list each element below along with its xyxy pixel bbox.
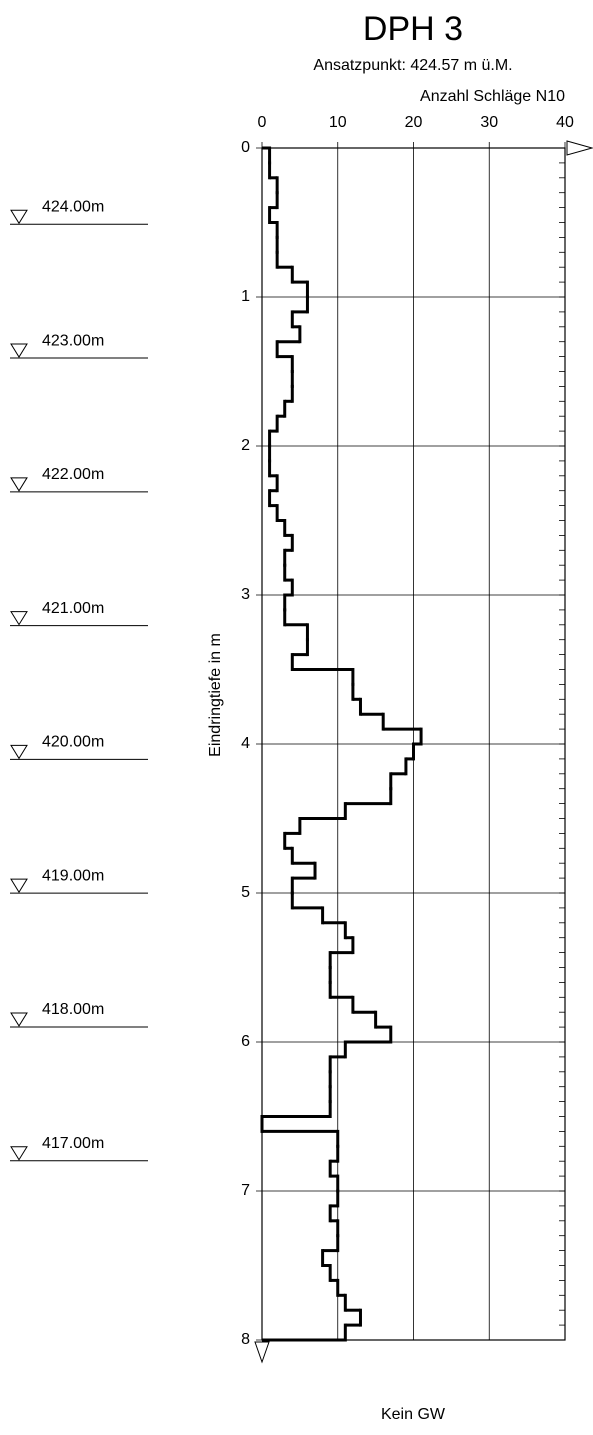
- elevation-label: 420.00m: [42, 734, 104, 751]
- y-tick-label: 0: [241, 139, 250, 156]
- y-tick-label: 5: [241, 884, 250, 901]
- elevation-label: 423.00m: [42, 332, 104, 349]
- elevation-marker: [10, 477, 28, 492]
- chart-title: DPH 3: [363, 10, 463, 48]
- elevation-marker: [10, 1012, 28, 1027]
- elevation-label: 421.00m: [42, 600, 104, 617]
- x-tick-label: 10: [329, 114, 347, 131]
- elevation-marker: [10, 209, 28, 225]
- y-axis-label: Eindringtiefe in m: [207, 633, 224, 757]
- end-marker: [254, 1341, 270, 1364]
- y-tick-label: 8: [241, 1331, 250, 1348]
- elevation-label: 419.00m: [42, 867, 104, 884]
- annotation: Kein GW: [381, 1406, 446, 1423]
- y-tick-label: 7: [241, 1182, 250, 1199]
- elevation-marker: [10, 343, 28, 358]
- x-tick-label: 0: [258, 114, 267, 131]
- elevation-label: 417.00m: [42, 1135, 104, 1152]
- chart-subtitle: Ansatzpunkt: 424.57 m ü.M.: [313, 57, 512, 74]
- elevation-label: 424.00m: [42, 198, 104, 215]
- plot-frame: [261, 147, 566, 1341]
- elevation-marker: [10, 744, 28, 760]
- elevation-marker: [10, 878, 28, 894]
- x-tick-label: 40: [556, 114, 574, 131]
- elevation-label: 422.00m: [42, 466, 104, 483]
- x-tick-label: 20: [405, 114, 423, 131]
- elevation-label: 418.00m: [42, 1001, 104, 1018]
- y-tick-label: 3: [241, 586, 250, 603]
- x-tick-label: 30: [480, 114, 498, 131]
- elevation-marker: [10, 611, 28, 626]
- y-tick-label: 6: [241, 1033, 250, 1050]
- y-tick-label: 1: [241, 288, 250, 305]
- y-tick-label: 4: [241, 735, 250, 752]
- axis-arrow: [566, 140, 593, 156]
- elevation-marker: [10, 1146, 28, 1161]
- y-tick-label: 2: [241, 437, 250, 454]
- x-axis-label: Anzahl Schläge N10: [420, 88, 565, 105]
